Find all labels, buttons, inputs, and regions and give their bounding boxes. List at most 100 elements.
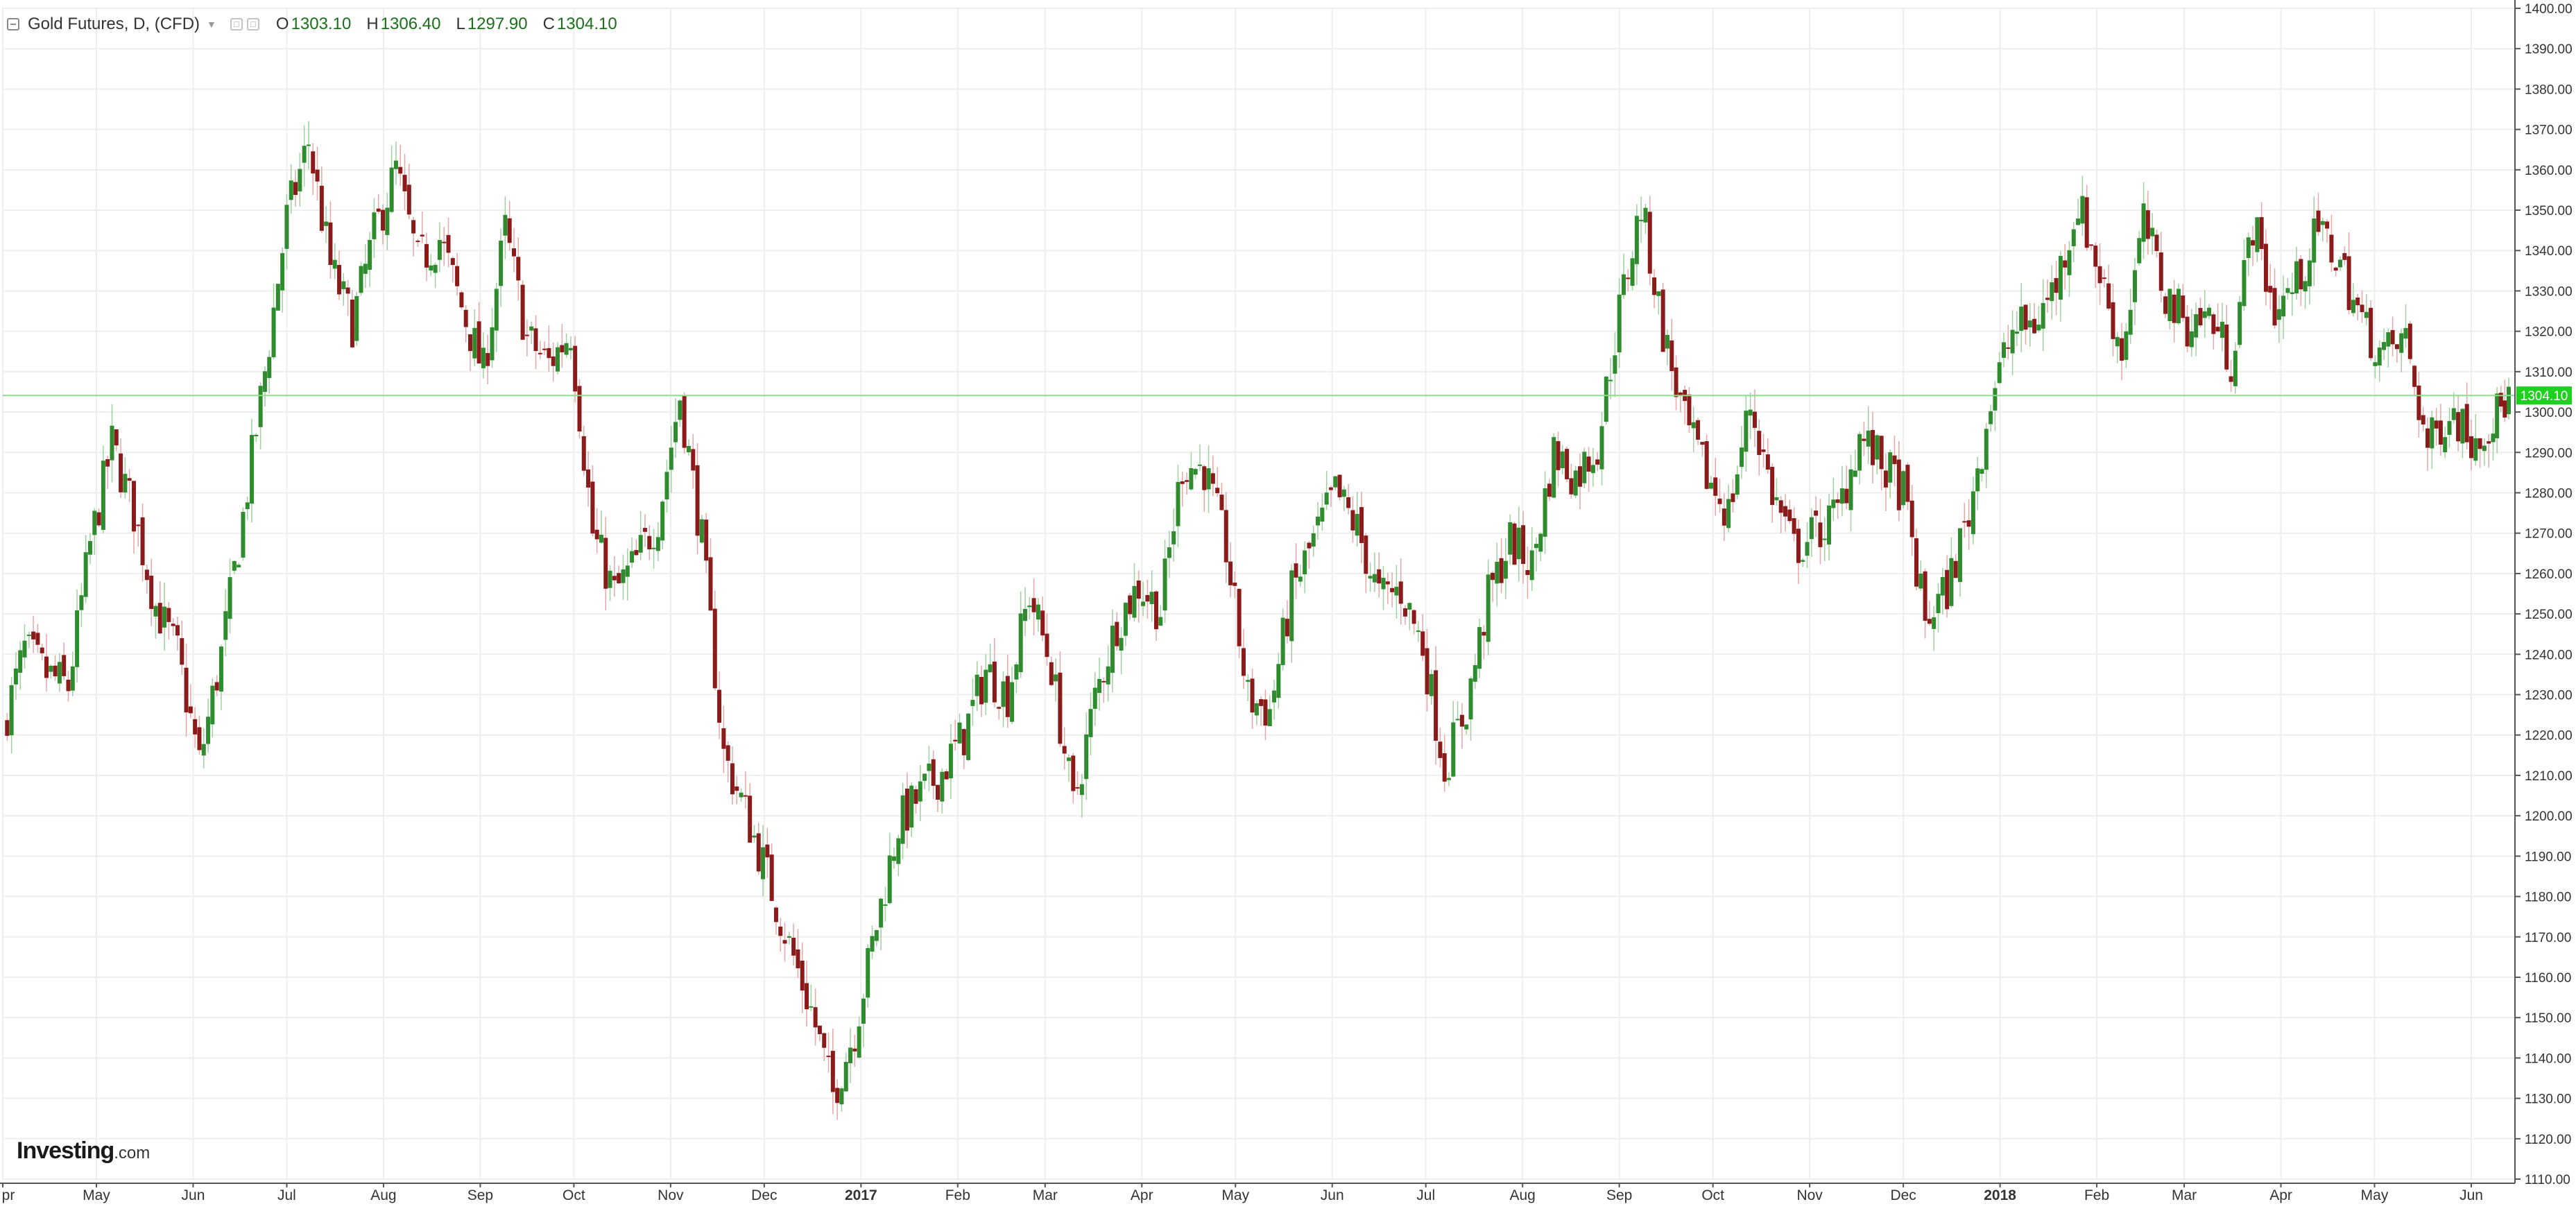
candle-body [389, 167, 394, 212]
candle-body [2093, 246, 2098, 267]
candle-body [2316, 210, 2321, 232]
price-axis[interactable]: 1110.00 1120.00 1130.00 1140.00 1150.00 1160.… [2514, 0, 2573, 1187]
collapse-icon[interactable] [7, 18, 19, 31]
candle-body [839, 1088, 844, 1105]
candle-body [1787, 509, 1792, 522]
candle-body [193, 719, 198, 735]
candle-body [398, 166, 403, 174]
candle-body [948, 744, 953, 779]
candle-body [1434, 670, 1439, 741]
candle-body [385, 207, 390, 235]
price-tick-label: 1180.00 [2525, 891, 2571, 905]
candle-body [735, 786, 739, 791]
price-tick-label: 1240.00 [2525, 648, 2573, 662]
candle-body [298, 169, 302, 191]
price-tick-label: 1170.00 [2525, 931, 2571, 945]
candle-body [796, 949, 800, 969]
price-tick-label: 1320.00 [2525, 325, 2573, 340]
candle-body [184, 667, 189, 713]
candle-body [2382, 342, 2387, 350]
symbol-title[interactable]: Gold Futures, D, (CFD) [28, 15, 200, 33]
candle-body [2255, 217, 2260, 252]
candle-body [368, 240, 372, 270]
candle-body [651, 547, 656, 549]
candle-body [2364, 311, 2369, 318]
candle-body [1958, 528, 1963, 583]
candle-body [1512, 523, 1517, 565]
candle-body [520, 284, 525, 340]
candle-body [218, 646, 223, 692]
candle-body [805, 983, 809, 1010]
candle-body [704, 519, 709, 561]
candle-body [2416, 385, 2421, 420]
candle-body [1455, 719, 1460, 721]
candle-body [2185, 316, 2190, 347]
candle-body [984, 669, 988, 703]
candle-body [813, 1007, 818, 1028]
candle-body [2215, 327, 2220, 332]
candle-body [1871, 429, 1875, 465]
candle-body [634, 550, 639, 556]
candle-body [1669, 340, 1674, 372]
candle-body [79, 595, 84, 610]
candle-body [2058, 256, 2063, 300]
candle-body [887, 855, 892, 904]
candle-body [18, 650, 23, 673]
settings-icon[interactable] [230, 18, 243, 31]
candle-body [411, 220, 416, 234]
time-tick-label: 2017 [845, 1187, 877, 1203]
candle-body [852, 1048, 857, 1051]
candle-body [2407, 323, 2412, 359]
candle-body [499, 241, 504, 286]
candle-body [210, 685, 215, 725]
candle-body [1879, 436, 1884, 470]
time-tick-label: May [83, 1187, 110, 1203]
candle-body [1993, 388, 1998, 411]
candle-body [1835, 499, 1840, 504]
time-axis[interactable]: pr May Jun Jul Aug Sep Oct Nov Dec 2017 Feb Mar Apr M… [0, 1183, 2515, 1203]
time-tick-label: pr [2, 1187, 15, 1203]
candle-body [1084, 734, 1089, 780]
candle-body [1529, 550, 1534, 581]
candle-body [57, 662, 62, 684]
candle-body [1411, 610, 1416, 624]
candle-body [1368, 576, 1373, 579]
candle-body [1660, 289, 1665, 352]
candle-body [1883, 470, 1888, 488]
candle-body [188, 706, 193, 714]
candle-body [1525, 569, 1530, 575]
candle-body [1647, 212, 1652, 274]
candle-body [1731, 493, 1735, 502]
candle-body [1626, 277, 1631, 280]
candle-body [1185, 480, 1190, 482]
candle-body [2307, 260, 2312, 286]
candle-body [2014, 332, 2019, 334]
candle-body [787, 936, 791, 938]
candle-body [1228, 561, 1233, 585]
candle-body [1862, 438, 1866, 441]
candle-body [1001, 681, 1006, 707]
candle-body [2464, 404, 2469, 443]
candle-body [564, 343, 569, 355]
candle-body [2338, 259, 2343, 268]
candles [5, 121, 2511, 1120]
candle-body [1735, 474, 1740, 495]
chevron-down-icon[interactable]: ▼ [207, 19, 216, 30]
candle-body [695, 465, 700, 536]
candle-body [83, 552, 88, 597]
candle-body [114, 429, 119, 446]
candle-body [1101, 680, 1106, 682]
candle-body [2019, 307, 2024, 332]
candle-body [1210, 473, 1215, 484]
price-tick-label: 1360.00 [2525, 164, 2573, 178]
close-icon[interactable] [246, 18, 259, 31]
candle-body [1477, 627, 1482, 669]
candle-body [1320, 507, 1325, 522]
price-tick-label: 1120.00 [2525, 1133, 2571, 1147]
candle-body [1390, 587, 1395, 592]
candle-body [1717, 498, 1722, 504]
candle-body [486, 353, 490, 366]
